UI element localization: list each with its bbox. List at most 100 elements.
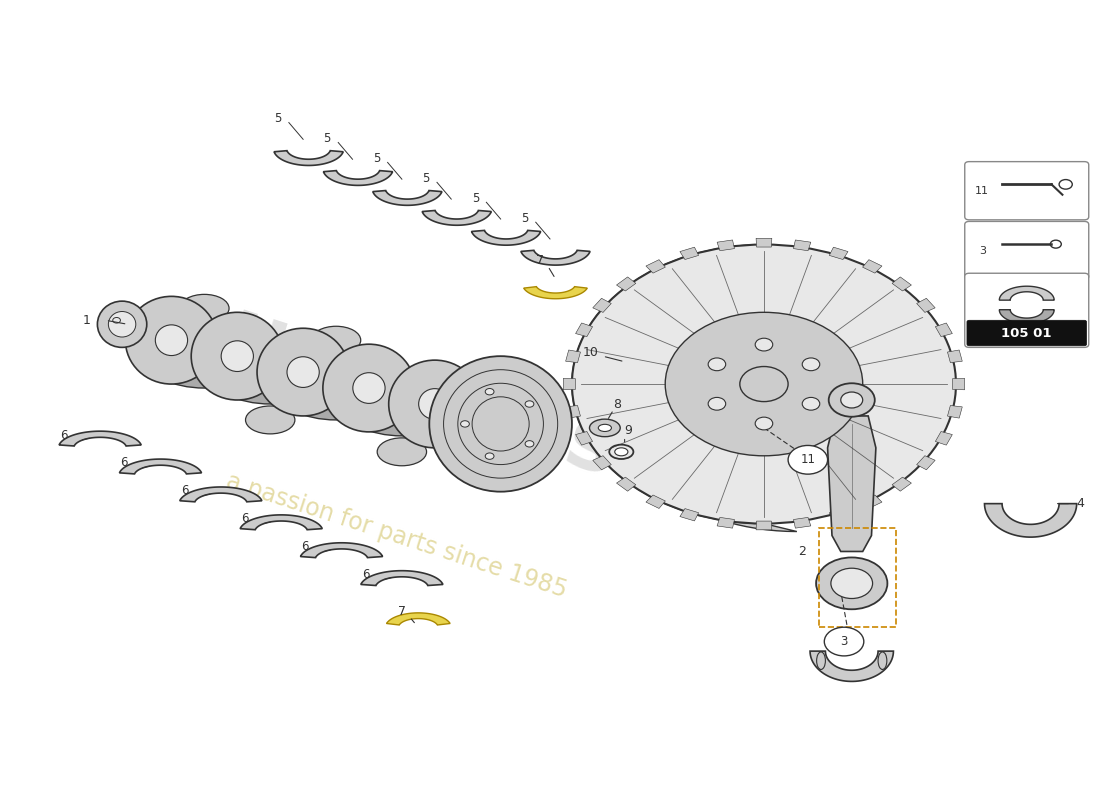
Polygon shape: [59, 431, 141, 446]
Ellipse shape: [756, 338, 772, 351]
Polygon shape: [575, 431, 593, 445]
Ellipse shape: [461, 421, 470, 427]
Polygon shape: [829, 509, 848, 521]
Ellipse shape: [429, 356, 572, 492]
Polygon shape: [916, 456, 935, 470]
Ellipse shape: [802, 358, 820, 370]
Circle shape: [824, 627, 864, 656]
Polygon shape: [472, 230, 541, 245]
Ellipse shape: [485, 389, 494, 395]
Polygon shape: [717, 240, 735, 250]
Polygon shape: [179, 487, 262, 502]
Polygon shape: [565, 350, 581, 362]
Polygon shape: [646, 260, 666, 273]
Ellipse shape: [276, 356, 396, 420]
FancyBboxPatch shape: [967, 320, 1087, 346]
Ellipse shape: [98, 301, 146, 347]
Text: 6: 6: [121, 457, 128, 470]
Ellipse shape: [191, 312, 284, 400]
Text: 5: 5: [422, 172, 430, 185]
Polygon shape: [323, 170, 393, 186]
Ellipse shape: [708, 358, 726, 370]
Text: 4: 4: [1076, 497, 1084, 510]
Polygon shape: [565, 406, 581, 418]
Text: 5: 5: [521, 212, 528, 225]
Text: 5: 5: [373, 152, 381, 165]
Ellipse shape: [245, 406, 295, 434]
Ellipse shape: [708, 398, 726, 410]
Ellipse shape: [485, 453, 494, 459]
Ellipse shape: [756, 417, 772, 430]
Text: 5: 5: [323, 132, 331, 145]
Polygon shape: [793, 240, 811, 250]
Polygon shape: [756, 238, 772, 247]
Text: europarts: europarts: [165, 274, 628, 494]
Text: 11: 11: [801, 454, 815, 466]
Ellipse shape: [828, 383, 874, 417]
Polygon shape: [274, 150, 343, 166]
Ellipse shape: [155, 325, 188, 355]
Polygon shape: [984, 504, 1077, 537]
Ellipse shape: [388, 360, 481, 448]
Text: 6: 6: [362, 568, 370, 581]
Polygon shape: [717, 518, 735, 528]
Ellipse shape: [840, 392, 862, 408]
Ellipse shape: [830, 568, 872, 598]
Polygon shape: [680, 509, 698, 521]
Ellipse shape: [323, 344, 415, 432]
Ellipse shape: [816, 558, 888, 610]
Polygon shape: [120, 459, 201, 474]
Ellipse shape: [598, 424, 612, 431]
Polygon shape: [827, 416, 876, 551]
Text: 9: 9: [624, 424, 631, 437]
Text: 5: 5: [274, 112, 282, 125]
Ellipse shape: [311, 326, 361, 354]
Polygon shape: [947, 406, 962, 418]
Ellipse shape: [419, 389, 451, 419]
Polygon shape: [862, 260, 882, 273]
Text: 10: 10: [583, 346, 598, 358]
Ellipse shape: [525, 441, 533, 447]
Ellipse shape: [802, 398, 820, 410]
Polygon shape: [575, 323, 593, 337]
Ellipse shape: [666, 312, 862, 456]
Polygon shape: [756, 521, 772, 530]
Polygon shape: [935, 431, 953, 445]
Polygon shape: [916, 298, 935, 313]
Polygon shape: [892, 477, 912, 491]
Text: a passion for parts since 1985: a passion for parts since 1985: [223, 469, 570, 602]
Text: 3: 3: [979, 246, 986, 255]
Ellipse shape: [353, 373, 385, 403]
Ellipse shape: [816, 652, 825, 670]
Ellipse shape: [221, 341, 253, 371]
Ellipse shape: [179, 294, 229, 322]
Polygon shape: [862, 495, 882, 509]
Ellipse shape: [341, 372, 462, 436]
Polygon shape: [361, 570, 443, 586]
Polygon shape: [300, 542, 383, 558]
Ellipse shape: [525, 401, 533, 407]
Ellipse shape: [257, 328, 349, 416]
Polygon shape: [593, 456, 612, 470]
Polygon shape: [680, 247, 698, 259]
Polygon shape: [240, 515, 322, 530]
Polygon shape: [572, 245, 796, 531]
Text: 6: 6: [301, 540, 309, 553]
Ellipse shape: [125, 296, 218, 384]
Polygon shape: [563, 378, 575, 390]
Polygon shape: [386, 613, 450, 625]
Text: 6: 6: [180, 484, 188, 498]
Ellipse shape: [572, 245, 956, 523]
Polygon shape: [646, 495, 666, 509]
Text: 11: 11: [976, 186, 989, 196]
Text: 8: 8: [613, 398, 620, 411]
Ellipse shape: [287, 357, 319, 387]
Polygon shape: [521, 250, 590, 265]
Polygon shape: [935, 323, 953, 337]
Text: 2: 2: [799, 545, 806, 558]
Text: 6: 6: [60, 429, 68, 442]
Ellipse shape: [878, 652, 887, 670]
Text: 5: 5: [472, 192, 480, 205]
Circle shape: [788, 446, 827, 474]
Polygon shape: [524, 286, 587, 298]
